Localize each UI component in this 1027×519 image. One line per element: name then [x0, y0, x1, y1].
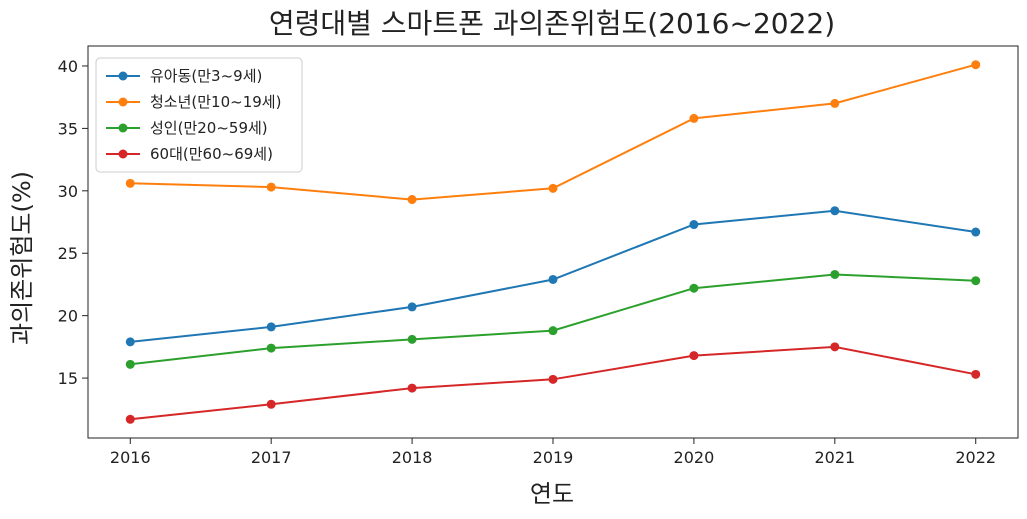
x-axis: 2016 2017 2018 2019 2020 2021 2022: [110, 438, 996, 467]
data-point: [266, 182, 276, 192]
y-tick-label: 25: [58, 244, 78, 263]
data-point: [971, 276, 981, 286]
series-line-3: [130, 273, 976, 366]
legend: 유아동(만3~9세) 청소년(만10~19세) 성인(만20~59세) 60대(만60…: [95, 57, 303, 173]
data-point: [125, 359, 135, 369]
data-point: [548, 374, 558, 384]
data-point: [548, 183, 558, 193]
legend-swatch-marker: [118, 149, 128, 159]
data-point: [971, 227, 981, 237]
legend-entry-label: 청소년(만10~19세): [150, 93, 281, 111]
data-point: [689, 220, 699, 230]
legend-entry-label: 성인(만20~59세): [150, 119, 268, 137]
data-point: [830, 206, 840, 216]
data-point: [125, 178, 135, 188]
legend-swatch-marker: [118, 71, 128, 81]
legend-entry-label: 유아동(만3~9세): [150, 67, 262, 85]
legend-swatch-marker: [118, 123, 128, 133]
data-point: [830, 269, 840, 279]
x-tick-label: 2016: [110, 448, 151, 467]
legend-box: [95, 57, 303, 173]
data-point: [266, 322, 276, 332]
legend-swatch-marker: [118, 97, 128, 107]
data-point: [407, 302, 417, 312]
y-axis: 15 20 25 30 35 40: [58, 57, 88, 388]
data-point: [407, 195, 417, 205]
y-tick-label: 30: [58, 182, 78, 201]
y-tick-label: 40: [58, 57, 78, 76]
data-point: [971, 369, 981, 379]
x-tick-label: 2019: [533, 448, 574, 467]
data-point: [407, 383, 417, 393]
x-tick-label: 2020: [674, 448, 715, 467]
series-layer: [125, 60, 981, 424]
data-point: [548, 274, 558, 284]
data-point: [689, 113, 699, 123]
data-point: [830, 342, 840, 352]
x-tick-label: 2017: [251, 448, 292, 467]
x-axis-label: 연도: [530, 480, 574, 508]
data-point: [266, 343, 276, 353]
data-point: [407, 334, 417, 344]
legend-entry-label: 60대(만60~69세): [150, 145, 273, 163]
x-tick-label: 2022: [955, 448, 996, 467]
data-point: [689, 283, 699, 293]
y-tick-label: 35: [58, 119, 78, 138]
data-point: [689, 351, 699, 361]
chart-title: 연령대별 스마트폰 과의존위험도(2016~2022): [269, 7, 835, 40]
x-tick-label: 2021: [814, 448, 855, 467]
x-tick-label: 2018: [392, 448, 433, 467]
data-point: [266, 399, 276, 409]
data-point: [125, 414, 135, 424]
y-axis-label: 과의존위험도(%): [8, 171, 36, 345]
data-point: [971, 60, 981, 70]
data-point: [125, 337, 135, 347]
y-tick-label: 15: [58, 369, 78, 388]
data-point: [548, 326, 558, 336]
data-point: [830, 98, 840, 108]
y-tick-label: 20: [58, 307, 78, 326]
